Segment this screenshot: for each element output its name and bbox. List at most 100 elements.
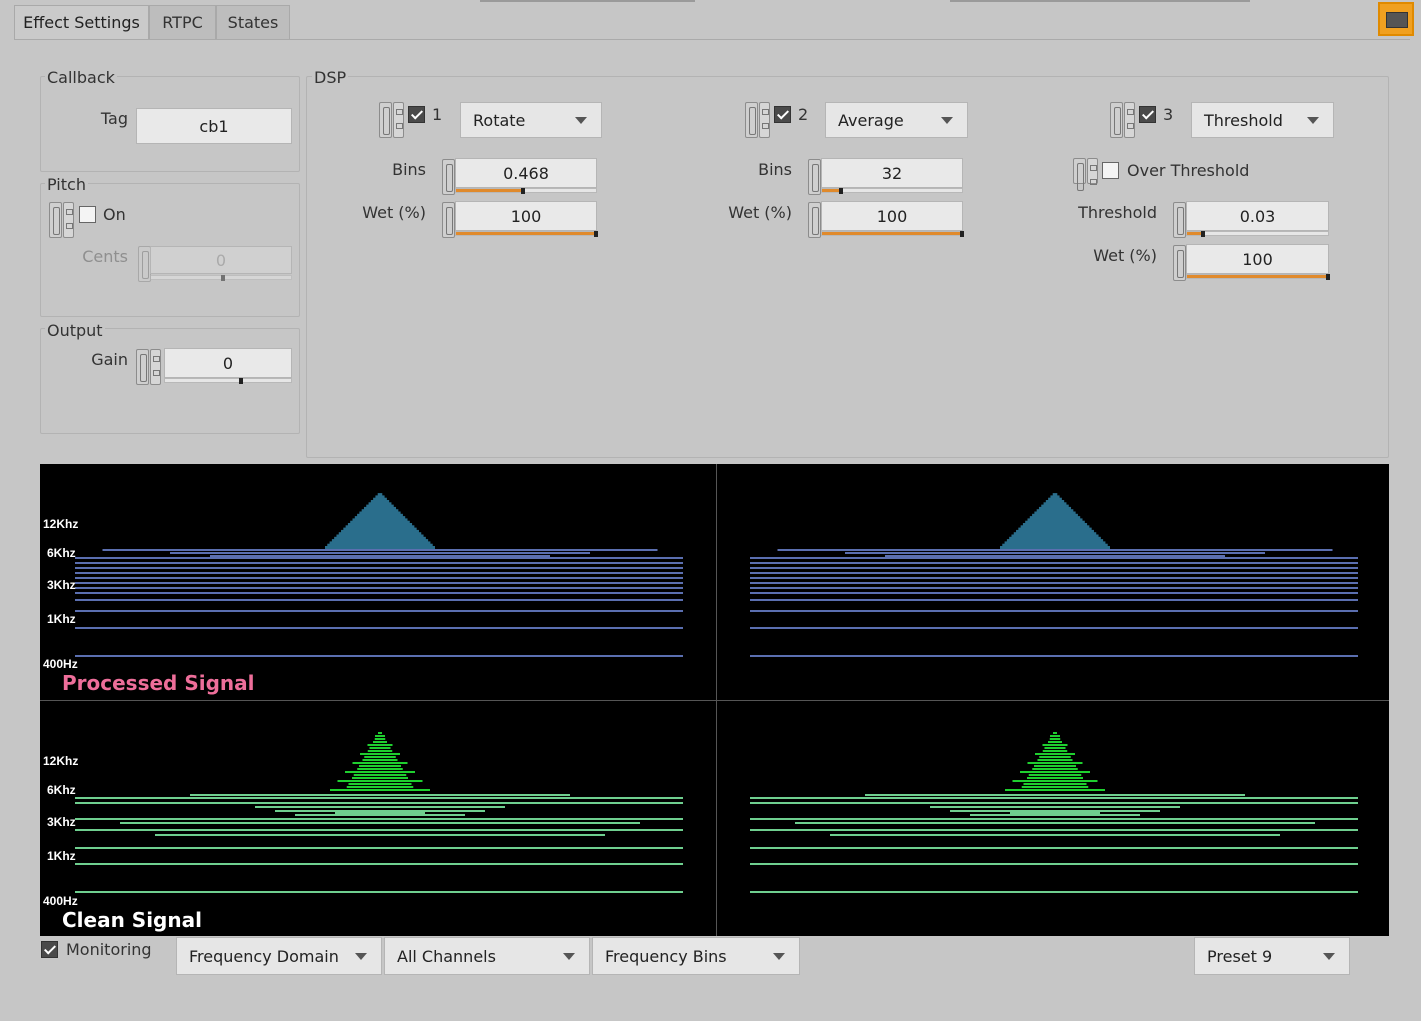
rtpc-icon[interactable] [442,202,455,238]
dsp-group-label: DSP [312,68,349,87]
freq-label-1khz: 1Khz [47,849,76,863]
spectrum-peak [1050,495,1060,499]
spectrum-bar [750,572,1358,574]
monitoring-checkbox[interactable] [41,941,58,958]
gain-input[interactable]: 0 [164,348,292,378]
spectrum-peak [354,516,406,520]
spectrum-peak [1034,765,1076,767]
spectrum-bar [750,891,1358,893]
spectrum-peak [363,506,397,510]
dsp-slot-1-enable-checkbox[interactable] [408,106,425,123]
rtpc-icon[interactable] [49,202,62,238]
spectrum-peak [360,753,400,755]
tab-rtpc[interactable]: RTPC [149,5,216,39]
rtpc-icon[interactable] [1173,245,1186,281]
rtpc-icon[interactable] [745,102,758,138]
spectrum-peak [1023,783,1087,785]
dsp-slot-3-wet-input[interactable]: 100 [1186,244,1329,274]
freq-label-12khz: 12Khz [43,517,79,531]
dsp-slot-2-effect-dropdown[interactable]: Average [825,102,968,138]
dsp-slot-2-bins-slider[interactable] [821,188,963,194]
dropdown-value: Average [838,110,904,130]
spectrum-bar [75,567,683,569]
channels-dropdown[interactable]: All Channels [384,937,590,975]
state-icon[interactable] [1087,158,1098,185]
state-icon[interactable] [1124,102,1135,138]
spectrum-peak [327,543,433,547]
chevron-down-icon [1323,953,1335,960]
spectrum-peak [1041,504,1069,508]
dsp-slot-1-wet-slider[interactable] [455,231,598,237]
spectrum-peak [1028,774,1082,776]
spectrum-peak [337,780,423,782]
dropdown-value: Rotate [473,110,526,130]
spectrum-bar [75,818,683,820]
dsp-slot-3-enable-checkbox[interactable] [1139,106,1156,123]
output-group-label: Output [45,321,105,340]
spectrum-peak [346,786,414,788]
threshold-input[interactable]: 0.03 [1186,201,1329,231]
tag-input[interactable]: cb1 [136,108,292,144]
state-icon[interactable] [759,102,770,138]
gain-slider[interactable] [164,378,292,384]
spectrum-bar [750,627,1358,629]
dsp-slot-1-bins-slider[interactable] [455,188,597,194]
dsp-slot-2-bins-input[interactable]: 32 [821,158,963,188]
spectrum-peak [329,541,431,545]
spectrum-bar [335,812,425,814]
rtpc-icon[interactable] [808,159,821,195]
domain-dropdown[interactable]: Frequency Domain [176,937,382,975]
over-threshold-checkbox[interactable] [1102,162,1119,179]
threshold-slider[interactable] [1186,231,1329,237]
rtpc-icon[interactable] [1173,202,1186,238]
tab-effect-settings[interactable]: Effect Settings [14,5,149,39]
rtpc-icon[interactable] [1110,102,1123,138]
dsp-slot-2-wet-slider[interactable] [821,231,964,237]
dsp-slot-3-wet-slider[interactable] [1186,274,1330,280]
chevron-down-icon [563,953,575,960]
spectrum-canvas [40,464,1389,936]
pitch-group-label: Pitch [45,175,88,194]
spectrum-bar [75,587,683,589]
spectrum-visualizer: 12Khz 6Khz 3Khz 1Khz 400Hz Processed Sig… [40,464,1389,936]
rtpc-icon[interactable] [136,349,149,385]
rtpc-icon[interactable] [808,202,821,238]
view-toggle-button[interactable] [1378,2,1414,36]
spectrum-peak [1000,546,1110,549]
rtpc-icon[interactable] [1073,158,1086,191]
tab-states[interactable]: States [216,5,290,39]
state-icon[interactable] [393,102,404,138]
spectrum-peak [1049,738,1061,740]
spectrum-peak [1032,768,1078,770]
spectrum-peak [359,511,401,515]
window-icon [1386,12,1408,28]
state-icon[interactable] [150,349,161,385]
dsp-slot-1-wet-input[interactable]: 100 [455,201,597,231]
rtpc-icon[interactable] [379,102,392,138]
spectrum-peak [343,527,417,531]
dsp-slot-3-effect-dropdown[interactable]: Threshold [1191,102,1334,138]
spectrum-bar [120,822,640,824]
spectrum-peak [1013,532,1097,536]
spectrum-bar [255,806,505,808]
spectrum-bar [750,847,1358,849]
spectrum-bar [750,587,1358,589]
spectrum-bar [75,891,683,893]
dsp-slot-1-bins-input[interactable]: 0.468 [455,158,597,188]
spectrum-peak [1034,511,1076,515]
freq-label-3khz: 3Khz [47,578,76,592]
dsp-slot-1-effect-dropdown[interactable]: Rotate [460,102,602,138]
spectrum-peak [353,774,407,776]
pitch-on-checkbox[interactable] [79,206,96,223]
spectrum-peak [370,500,390,503]
spectrum-peak [325,546,435,549]
dsp-slot-2-wet-label: Wet (%) [728,203,792,222]
rtpc-icon[interactable] [442,159,455,195]
display-dropdown[interactable]: Frequency Bins [592,937,800,975]
spectrum-bar [75,577,683,579]
dsp-slot-2-wet-input[interactable]: 100 [821,201,963,231]
preset-dropdown[interactable]: Preset 9 [1194,937,1350,975]
spectrum-peak [1004,541,1106,545]
state-icon[interactable] [63,202,74,238]
dsp-slot-2-enable-checkbox[interactable] [774,106,791,123]
